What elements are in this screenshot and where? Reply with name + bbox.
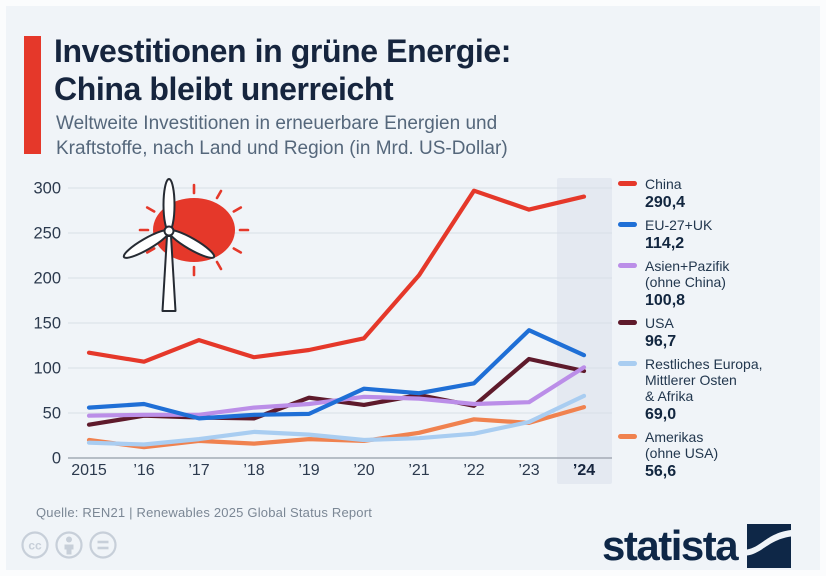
subtitle-line-2: Kraftstoffe, nach Land und Region (in Mr…	[56, 138, 508, 159]
legend-text: Restliches Europa, Mittlerer Osten & Afrik…	[645, 356, 763, 424]
line-series-restliches-europa-mittlerer-osten-afrika[interactable]	[86, 393, 587, 447]
legend-marker	[618, 361, 637, 366]
title-line-2: China bleibt unerreicht	[54, 71, 394, 107]
legend-label: China	[645, 176, 682, 192]
legend-text: EU-27+UK 114,2	[645, 217, 712, 253]
x-axis-tick-label: ’23	[518, 462, 539, 479]
cc-nd-icon[interactable]	[89, 531, 117, 559]
statista-logo-icon	[747, 524, 792, 568]
title-line-1: Investitionen in grüne Energie:	[54, 33, 511, 69]
cc-by-icon[interactable]	[55, 531, 83, 559]
statista-wordmark: statista	[602, 522, 739, 569]
legend-label: Asien+Pazifik	[645, 258, 730, 274]
cc-license-icons[interactable]: cc	[20, 529, 120, 566]
legend-value: 100,8	[645, 292, 686, 309]
y-axis-tick-label: 100	[33, 360, 61, 378]
legend-text: Asien+Pazifik (ohne China) 100,8	[645, 258, 729, 310]
legend-value: 290,4	[645, 194, 686, 211]
source-note: Quelle: REN21 | Renewables 2025 Global S…	[36, 505, 373, 520]
title-accent-bar	[24, 36, 41, 154]
y-axis-tick-label: 200	[33, 270, 61, 288]
statista-logo[interactable]: statista	[602, 522, 792, 569]
legend-value: 114,2	[645, 235, 685, 252]
legend-marker	[618, 222, 637, 227]
legend-marker	[618, 181, 637, 186]
x-axis-tick-label: ’17	[188, 462, 209, 479]
x-axis-tick-label: ’20	[353, 462, 374, 479]
x-axis-tick-label: ’19	[298, 462, 319, 479]
legend-text: Amerikas (ohne USA) 56,6	[645, 429, 718, 481]
chart-subtitle: Weltweite Investitionen in erneuerbare E…	[56, 111, 656, 161]
legend-marker	[618, 263, 637, 268]
legend-marker	[618, 320, 637, 325]
legend-label: EU-27+UK	[645, 217, 713, 233]
person-glyph	[64, 536, 74, 555]
x-axis-tick-label: ’22	[463, 462, 484, 479]
legend-item-restliches-europa-mittlerer-osten-afrika: Restliches Europa, Mittlerer Osten & Afrik…	[618, 356, 826, 424]
legend-marker	[618, 434, 637, 439]
legend-label: USA	[645, 315, 674, 331]
legend-label: (ohne USA)	[645, 445, 719, 461]
y-axis-tick-label: 150	[33, 315, 61, 333]
legend-item-eu-27-uk: EU-27+UK 114,2	[618, 217, 826, 253]
line-series-eu-27-uk[interactable]	[86, 328, 587, 421]
legend-text: China 290,4	[645, 176, 685, 212]
y-axis-tick-label: 300	[33, 180, 61, 198]
legend-item-usa: USA 96,7	[618, 315, 826, 351]
legend-label: Restliches Europa,	[645, 356, 763, 372]
legend-item-asien-pazifik-ohne-china: Asien+Pazifik (ohne China) 100,8	[618, 258, 826, 310]
legend-item-amerikas-ohne-usa: Amerikas (ohne USA) 56,6	[618, 429, 826, 481]
wind-turbine-sun-illustration	[122, 178, 250, 312]
subtitle-line-1: Weltweite Investitionen in erneuerbare E…	[56, 113, 498, 134]
x-axis-tick-label: ’18	[243, 462, 264, 479]
highlight-band-2024	[557, 178, 612, 484]
chart-legend: China 290,4 EU-27+UK 114,2 Asien+Pazifik (ohn…	[618, 176, 826, 481]
x-axis-tick-label: ’24	[573, 462, 595, 479]
line-series-china[interactable]	[86, 188, 587, 364]
y-axis-tick-label: 0	[52, 450, 61, 468]
legend-item-china: China 290,4	[618, 176, 826, 212]
legend-text: USA 96,7	[645, 315, 676, 351]
cc-icon[interactable]	[21, 531, 49, 559]
line-chart: 0 50 100 150 200 250 300 2015 ’16 ’17 ’18 ’19 ’20 ’21…	[33, 178, 612, 484]
cc-glyph: cc	[28, 539, 42, 553]
y-axis-tick-label: 50	[43, 405, 61, 423]
line-series-amerikas-ohne-usa[interactable]	[86, 405, 587, 450]
x-axis-tick-label: ’21	[408, 462, 429, 479]
page-title: Investitionen in grüne Energie: China bl…	[54, 32, 654, 108]
x-axis-tick-label: 2015	[71, 462, 107, 479]
legend-value: 96,7	[645, 333, 677, 350]
equals-glyph	[97, 540, 109, 550]
legend-label: Mittlerer Osten	[645, 372, 737, 388]
y-axis-tick-label: 250	[33, 225, 61, 243]
legend-label: (ohne China)	[645, 274, 726, 290]
legend-label: & Afrika	[645, 388, 694, 404]
x-axis-tick-label: ’16	[133, 462, 154, 479]
legend-value: 69,0	[645, 406, 677, 423]
legend-value: 56,6	[645, 463, 677, 480]
legend-label: Amerikas	[645, 429, 704, 445]
